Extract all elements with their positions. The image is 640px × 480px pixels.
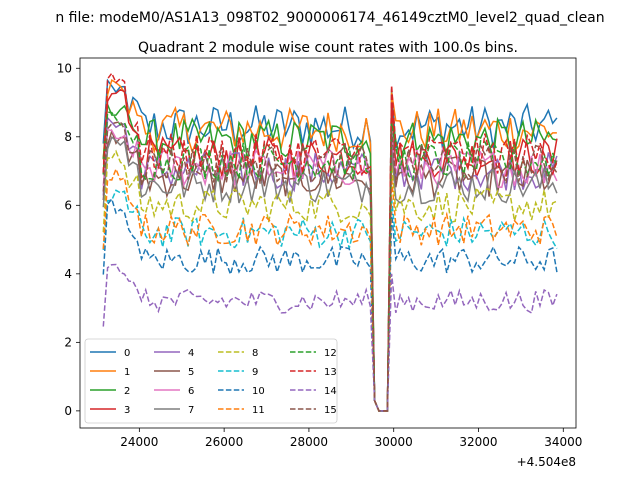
series-line-1	[102, 78, 557, 412]
y-axis: 0 2 4 6 8 10	[57, 61, 80, 418]
legend-item: 0	[90, 348, 130, 359]
legend-item: 3	[90, 405, 130, 416]
legend-label: 14	[324, 386, 337, 397]
x-offset-label: +4.504e8	[517, 455, 576, 469]
series-line-13	[102, 71, 558, 412]
y-tick-label: 0	[64, 404, 72, 418]
legend-label: 15	[324, 405, 337, 416]
legend-item: 7	[154, 405, 194, 416]
legend-item: 1	[90, 367, 130, 378]
series-line-12	[102, 111, 558, 412]
legend-label: 12	[324, 348, 337, 359]
x-axis: 24000 26000 28000 30000 32000 34000	[120, 428, 582, 449]
x-tick-label: 32000	[459, 435, 497, 449]
legend-item: 6	[154, 386, 194, 397]
legend-item: 10	[218, 386, 265, 397]
legend-label: 13	[324, 367, 337, 378]
legend-item: 4	[154, 348, 194, 359]
y-tick-label: 4	[64, 267, 72, 281]
legend-label: 2	[124, 386, 130, 397]
x-tick-label: 34000	[544, 435, 582, 449]
y-tick-label: 8	[64, 130, 72, 144]
legend-item: 5	[154, 367, 194, 378]
legend-item: 9	[218, 367, 258, 378]
x-tick-label: 28000	[290, 435, 328, 449]
axes-frame	[79, 57, 577, 429]
legend-label: 10	[252, 386, 265, 397]
series-line-0	[102, 78, 558, 412]
legend-label: 4	[188, 348, 194, 359]
series-line-10	[102, 197, 558, 412]
legend-label: 3	[124, 405, 130, 416]
series-line-2	[102, 104, 558, 412]
legend-label: 1	[124, 367, 130, 378]
legend-label: 6	[188, 386, 194, 397]
legend-label: 5	[188, 367, 194, 378]
legend-label: 7	[188, 405, 194, 416]
legend-frame	[84, 338, 338, 424]
x-tick-label: 24000	[120, 435, 158, 449]
y-tick-label: 6	[64, 198, 72, 212]
x-tick-label: 26000	[205, 435, 243, 449]
x-tick-label: 30000	[375, 435, 413, 449]
legend-item: 8	[218, 348, 258, 359]
legend-label: 9	[252, 367, 258, 378]
y-tick-label: 10	[57, 61, 72, 75]
series-line-14	[102, 263, 558, 412]
legend-item: 13	[290, 367, 337, 378]
plot-area	[102, 71, 558, 412]
legend-label: 11	[252, 405, 265, 416]
figure-suptitle: n file: modeM0/AS1A13_098T02_9000006174_…	[55, 10, 604, 26]
legend-item: 11	[218, 405, 265, 416]
legend-item: 2	[90, 386, 130, 397]
legend-label: 0	[124, 348, 130, 359]
series-line-15	[102, 120, 558, 412]
series-line-6	[102, 128, 558, 412]
series-line-11	[102, 167, 558, 412]
legend-label: 8	[252, 348, 258, 359]
legend-item: 14	[290, 386, 337, 397]
chart-title: Quadrant 2 module wise count rates with …	[138, 40, 518, 56]
legend-item: 15	[290, 405, 337, 416]
legend-item: 12	[290, 348, 337, 359]
series-line-8	[102, 149, 558, 412]
y-tick-label: 2	[64, 335, 72, 349]
